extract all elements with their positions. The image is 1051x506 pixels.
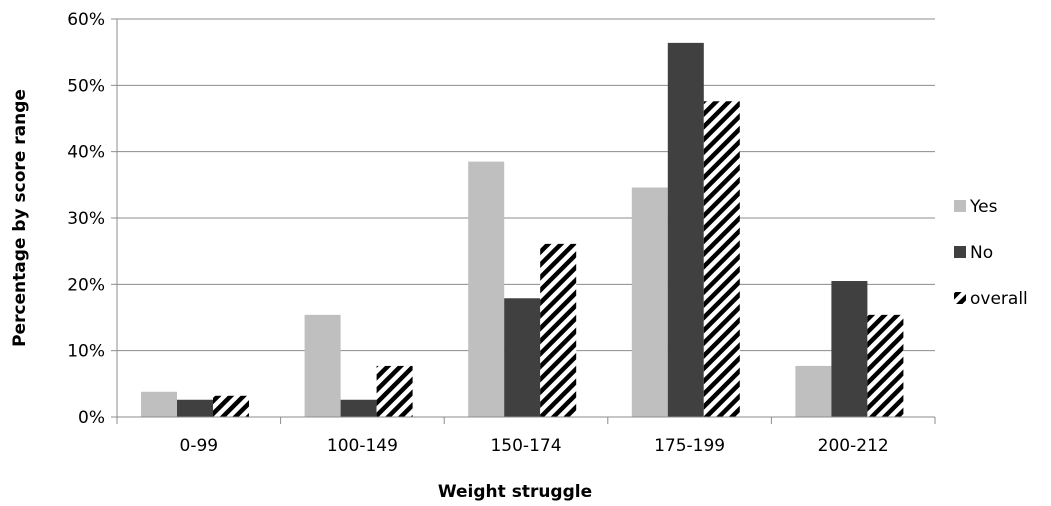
legend-label-overall: overall [970, 289, 1028, 309]
bar-yes-175-199 [631, 187, 668, 417]
x-tick-label: 150-174 [490, 436, 561, 456]
x-tick-label: 0-99 [180, 436, 219, 456]
bar-yes-0-99 [141, 391, 177, 417]
x-tick-label: 175-199 [654, 436, 725, 456]
bar-yes-200-212 [795, 365, 832, 417]
bars [141, 42, 904, 418]
legend-swatch-overall [954, 292, 966, 304]
legend-swatch-no [954, 246, 966, 258]
x-tick-labels: 0-99 100-149 150-174 175-199 200-212 [180, 436, 889, 456]
x-axis-title: Weight struggle [438, 482, 592, 502]
y-tick-labels: 0% 10% 20% 30% 40% 50% 60% [67, 10, 105, 428]
legend-label-yes: Yes [969, 197, 998, 217]
y-tick-label: 0% [78, 408, 105, 428]
x-tick-label: 100-149 [327, 436, 398, 456]
legend-label-no: No [970, 243, 993, 263]
y-tick-label: 20% [67, 275, 105, 295]
y-tick-label: 30% [67, 209, 105, 229]
bar-overall-200-212 [867, 314, 904, 417]
bar-overall-175-199 [703, 101, 740, 418]
x-tick-label: 200-212 [818, 436, 889, 456]
bar-no-0-99 [177, 399, 213, 417]
y-tick-label: 60% [67, 10, 105, 30]
bar-yes-150-174 [468, 161, 505, 417]
legend-swatch-yes [954, 200, 966, 212]
y-tick-label: 10% [67, 342, 105, 362]
bar-overall-0-99 [213, 395, 249, 417]
legend: Yes No overall [954, 197, 1028, 309]
axes [111, 18, 936, 424]
bar-no-150-174 [504, 298, 541, 417]
gridlines [117, 18, 935, 352]
bar-no-200-212 [831, 281, 868, 417]
bar-overall-150-174 [540, 243, 577, 417]
bar-overall-100-149 [376, 365, 413, 417]
y-tick-label: 40% [67, 143, 105, 163]
bar-no-175-199 [667, 42, 704, 417]
y-axis-title: Percentage by score range [10, 89, 30, 347]
bar-no-100-149 [340, 399, 377, 417]
bar-yes-100-149 [304, 314, 341, 417]
y-tick-label: 50% [67, 76, 105, 96]
